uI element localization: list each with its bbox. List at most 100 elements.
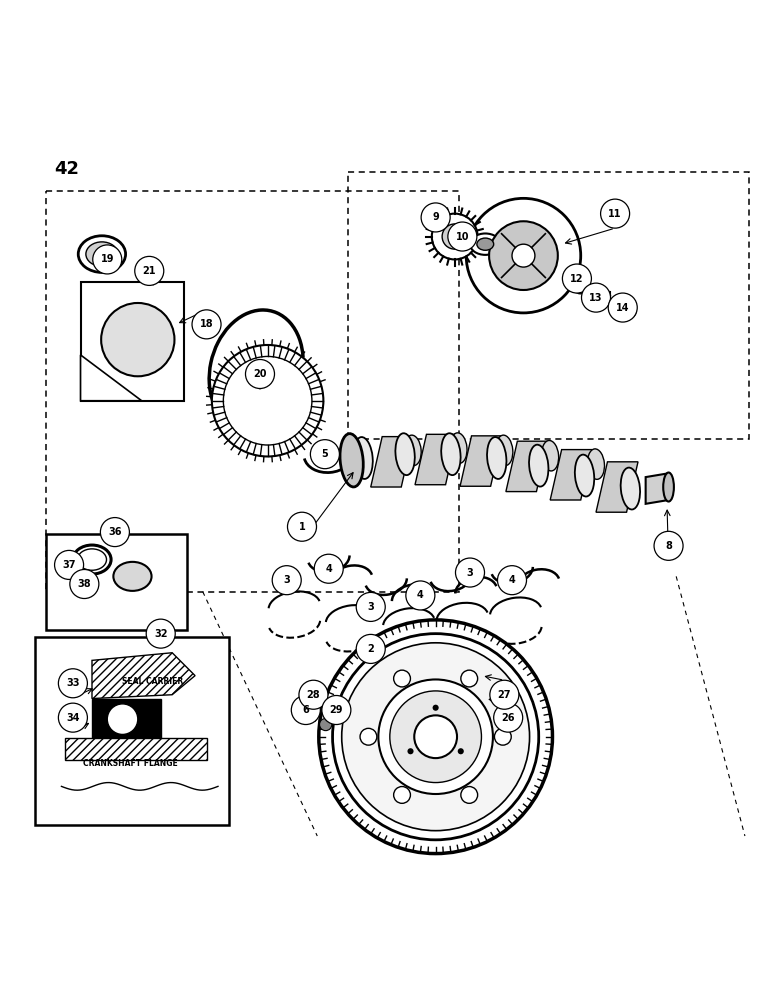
Circle shape — [432, 214, 478, 259]
Text: 4: 4 — [325, 564, 332, 574]
Circle shape — [512, 244, 535, 267]
Circle shape — [494, 728, 511, 745]
Circle shape — [461, 787, 478, 803]
Circle shape — [212, 345, 323, 456]
Ellipse shape — [542, 440, 559, 471]
Text: 1: 1 — [299, 522, 306, 532]
Circle shape — [461, 670, 478, 687]
Text: CRANKSHAFT FLANGE: CRANKSHAFT FLANGE — [83, 759, 178, 768]
Circle shape — [654, 531, 683, 560]
Circle shape — [100, 518, 130, 547]
Circle shape — [360, 728, 377, 745]
Ellipse shape — [340, 434, 364, 487]
Bar — [35, 637, 229, 825]
Circle shape — [143, 268, 152, 277]
Text: 8: 8 — [665, 541, 672, 551]
Polygon shape — [645, 473, 669, 504]
Circle shape — [497, 566, 527, 595]
Text: 42: 42 — [54, 160, 79, 178]
Circle shape — [342, 643, 530, 831]
Circle shape — [466, 198, 581, 313]
Text: 4: 4 — [417, 590, 424, 600]
Text: 9: 9 — [432, 212, 439, 222]
Text: 38: 38 — [77, 579, 91, 589]
Ellipse shape — [575, 455, 594, 497]
Text: 6: 6 — [303, 705, 310, 715]
Text: 34: 34 — [66, 713, 80, 723]
Circle shape — [448, 222, 477, 251]
Ellipse shape — [621, 468, 640, 509]
Circle shape — [390, 691, 482, 783]
Circle shape — [490, 680, 519, 709]
Circle shape — [458, 748, 464, 754]
Circle shape — [422, 203, 450, 232]
Text: 3: 3 — [466, 568, 473, 578]
Ellipse shape — [113, 562, 151, 591]
Ellipse shape — [354, 437, 373, 479]
Circle shape — [69, 569, 99, 599]
Text: 13: 13 — [589, 293, 603, 303]
Circle shape — [146, 619, 175, 648]
Polygon shape — [371, 437, 413, 487]
Text: 11: 11 — [608, 209, 622, 219]
Circle shape — [571, 275, 590, 294]
Ellipse shape — [477, 238, 493, 250]
Circle shape — [581, 283, 611, 312]
Polygon shape — [550, 450, 592, 500]
Circle shape — [135, 256, 164, 285]
Ellipse shape — [496, 435, 513, 466]
Text: 18: 18 — [200, 319, 213, 329]
Circle shape — [356, 634, 385, 663]
Polygon shape — [596, 462, 638, 512]
Text: 21: 21 — [143, 266, 156, 276]
Text: 37: 37 — [63, 560, 76, 570]
Text: 19: 19 — [100, 254, 114, 264]
Text: SEAL CARRIER: SEAL CARRIER — [123, 677, 184, 686]
Circle shape — [322, 695, 350, 725]
Circle shape — [287, 512, 317, 541]
Circle shape — [442, 224, 467, 249]
Ellipse shape — [405, 435, 422, 466]
Text: 32: 32 — [154, 629, 168, 639]
Polygon shape — [415, 434, 457, 485]
Circle shape — [432, 705, 438, 711]
Circle shape — [415, 715, 457, 758]
Text: 26: 26 — [502, 713, 515, 723]
Bar — [348, 172, 749, 439]
Circle shape — [455, 558, 485, 587]
Circle shape — [356, 592, 385, 621]
Circle shape — [320, 718, 332, 731]
Bar — [80, 282, 184, 401]
Circle shape — [406, 581, 435, 610]
Circle shape — [291, 695, 320, 725]
Ellipse shape — [77, 549, 107, 570]
Circle shape — [563, 264, 591, 293]
Polygon shape — [80, 355, 141, 401]
Bar — [46, 191, 459, 592]
Text: 2: 2 — [367, 644, 374, 654]
Text: 4: 4 — [509, 575, 516, 585]
Text: 36: 36 — [108, 527, 122, 537]
Circle shape — [333, 634, 539, 840]
Circle shape — [299, 680, 328, 709]
Ellipse shape — [450, 433, 467, 463]
Circle shape — [93, 245, 122, 274]
Circle shape — [245, 359, 275, 389]
Bar — [66, 738, 207, 760]
Circle shape — [394, 787, 411, 803]
Text: 27: 27 — [498, 690, 511, 700]
Circle shape — [55, 550, 83, 579]
Circle shape — [59, 669, 87, 698]
Circle shape — [408, 748, 414, 754]
Polygon shape — [92, 653, 195, 699]
Text: 3: 3 — [283, 575, 290, 585]
Circle shape — [493, 703, 523, 732]
Ellipse shape — [470, 233, 500, 255]
Ellipse shape — [487, 437, 506, 479]
Bar — [46, 534, 188, 630]
Text: 14: 14 — [616, 303, 629, 313]
Circle shape — [107, 704, 138, 734]
Ellipse shape — [529, 445, 548, 487]
Text: 10: 10 — [455, 232, 469, 242]
Polygon shape — [506, 441, 548, 492]
